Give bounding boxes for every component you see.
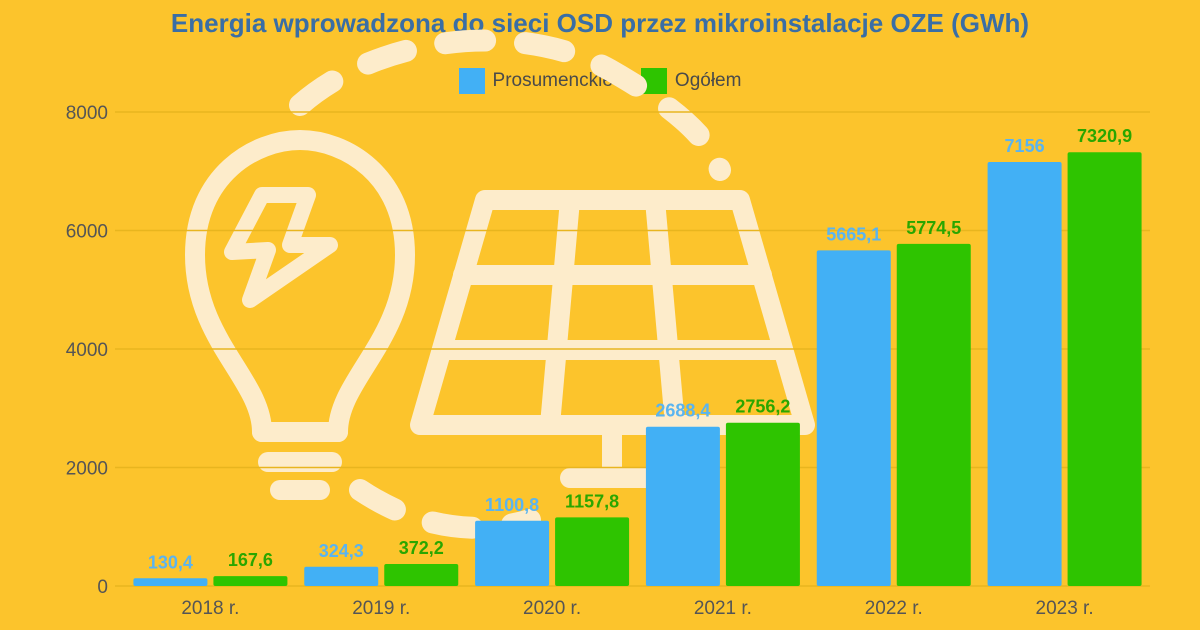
y-tick-label: 6000	[66, 222, 108, 243]
gridlines	[115, 111, 1150, 587]
legend: Prosumenckie Ogółem	[0, 68, 1200, 94]
bar-ogółem-4	[896, 243, 971, 586]
data-labels: 130,4 167,6 324,3 372,2 1100,8 1157,8 2688,4 27…	[148, 126, 1132, 572]
bar-ogółem-1	[384, 563, 459, 586]
legend-label-ogolem: Ogółem	[674, 70, 742, 91]
bar-prosumenckie-1	[304, 566, 379, 586]
x-tick-label: 2019 r.	[352, 598, 410, 619]
data-label: 5774,5	[906, 218, 961, 238]
x-tick-label: 2022 r.	[865, 598, 923, 619]
bar-prosumenckie-5	[987, 162, 1062, 586]
y-tick-label: 8000	[66, 103, 108, 124]
data-label: 1100,8	[485, 495, 539, 515]
x-tick-label: 2020 r.	[523, 598, 581, 619]
bar-prosumenckie-3	[645, 426, 720, 586]
dashed-arc-decoration	[289, 29, 731, 181]
data-label: 5665,1	[826, 224, 881, 244]
bar-ogółem-2	[555, 517, 630, 586]
bar-prosumenckie-0	[133, 578, 208, 586]
data-label: 1157,8	[565, 491, 619, 511]
x-tick-label: 2018 r.	[181, 598, 239, 619]
data-label: 7156	[1005, 136, 1045, 156]
data-label: 7320,9	[1077, 126, 1132, 146]
x-axis: 2018 r. 2019 r. 2020 r. 2021 r. 2022 r. 2023 …	[181, 598, 1093, 619]
legend-item-prosumenckie: Prosumenckie	[458, 68, 613, 94]
legend-label-prosumenckie: Prosumenckie	[492, 70, 613, 91]
x-tick-label: 2023 r.	[1036, 598, 1094, 619]
data-label: 167,6	[228, 550, 273, 570]
bar-prosumenckie-2	[475, 520, 550, 586]
y-tick-label: 4000	[66, 340, 108, 361]
bar-prosumenckie-4	[816, 250, 891, 586]
data-label: 130,4	[148, 552, 193, 572]
y-axis: 0 2000 4000 6000 8000	[66, 103, 108, 598]
bars	[133, 152, 1142, 586]
data-label: 2756,2	[735, 397, 790, 417]
lightbulb-icon	[185, 130, 415, 500]
bar-ogółem-0	[213, 576, 288, 586]
solar-panel-icon	[410, 190, 815, 488]
bar-ogółem-5	[1067, 152, 1142, 586]
y-tick-label: 0	[97, 577, 108, 598]
y-tick-label: 2000	[66, 459, 108, 480]
legend-swatch-prosumenckie	[458, 68, 485, 94]
bar-ogółem-3	[725, 422, 800, 586]
data-label: 372,2	[399, 538, 444, 558]
data-label: 324,3	[319, 541, 364, 561]
chart-title: Energia wprowadzona do sieci OSD przez m…	[170, 8, 1030, 38]
data-label: 2688,4	[655, 401, 710, 421]
x-tick-label: 2021 r.	[694, 598, 752, 619]
